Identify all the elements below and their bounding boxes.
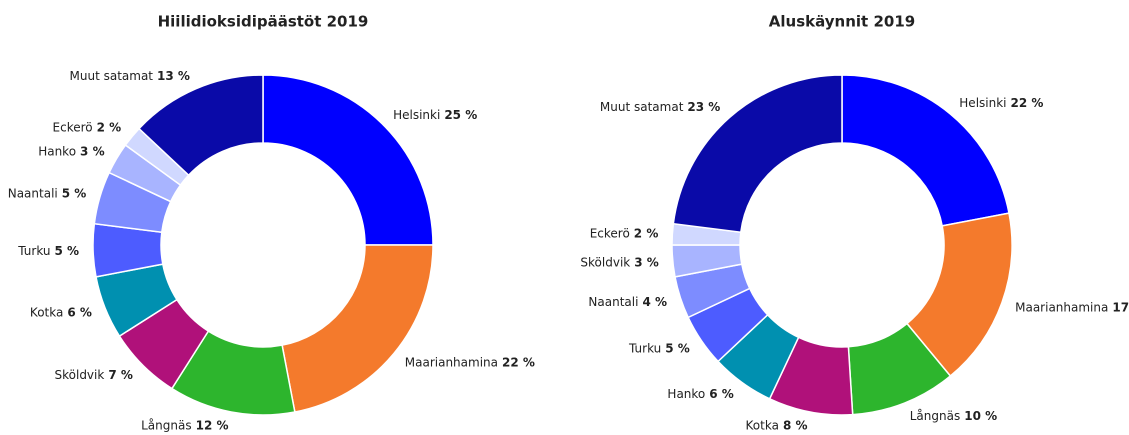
category-label: Hanko	[38, 144, 76, 158]
slice-label: Naantali 4 %	[588, 294, 667, 308]
donut-slice	[672, 74, 843, 234]
value-label: 5 %	[62, 186, 87, 200]
slice-label: Långnäs 12 %	[141, 418, 228, 432]
value-label: 2 %	[634, 226, 659, 240]
value-label: 6 %	[709, 386, 734, 400]
value-label: 25 %	[444, 107, 477, 121]
value-label: 17 %	[1112, 300, 1129, 314]
chart-title: Hiilidioksidipäästöt 2019	[158, 13, 369, 31]
slice-label: Maarianhamina 22 %	[405, 355, 535, 369]
donut-slice	[262, 74, 434, 246]
chart-title: Aluskäynnit 2019	[769, 13, 915, 31]
category-label: Långnäs	[910, 409, 960, 423]
category-label: Helsinki	[393, 107, 440, 121]
category-label: Eckerö	[53, 120, 93, 134]
donut-slice	[841, 74, 1010, 227]
donut-slice	[138, 74, 264, 177]
category-label: Muut satamat	[70, 69, 154, 83]
category-label: Sköldvik	[55, 368, 105, 382]
category-label: Turku	[628, 341, 661, 355]
slice-label: Hanko 6 %	[667, 386, 733, 400]
slice-label: Eckerö 2 %	[590, 226, 659, 240]
value-label: 5 %	[665, 341, 690, 355]
category-label: Maarianhamina	[1015, 300, 1108, 314]
slice-label: Långnäs 10 %	[910, 409, 997, 423]
category-label: Naantali	[8, 186, 58, 200]
slice-label: Kotka 8 %	[746, 418, 808, 432]
category-label: Muut satamat	[600, 99, 684, 113]
slice-label: Naantali 5 %	[8, 186, 87, 200]
category-label: Naantali	[588, 294, 638, 308]
slice-label: Hanko 3 %	[38, 144, 104, 158]
slice-label: Helsinki 25 %	[393, 107, 477, 121]
value-label: 3 %	[634, 255, 659, 269]
value-label: 3 %	[80, 144, 105, 158]
value-label: 12 %	[196, 418, 229, 432]
category-label: Sköldvik	[580, 255, 630, 269]
value-label: 4 %	[642, 294, 667, 308]
category-label: Kotka	[746, 418, 779, 432]
slice-label: Sköldvik 7 %	[55, 368, 133, 382]
slice-label: Eckerö 2 %	[53, 120, 122, 134]
slice-label: Maarianhamina 17 %	[1015, 300, 1129, 314]
category-label: Eckerö	[590, 226, 630, 240]
category-label: Kotka	[30, 305, 63, 319]
slice-label: Turku 5 %	[17, 243, 79, 257]
slice-label: Kotka 6 %	[30, 305, 92, 319]
slice-label: Turku 5 %	[628, 341, 690, 355]
slice-label: Muut satamat 13 %	[70, 69, 190, 83]
category-label: Långnäs	[141, 418, 191, 432]
donut-slice	[281, 244, 434, 413]
value-label: 13 %	[157, 69, 190, 83]
value-label: 22 %	[502, 355, 535, 369]
slice-label: Sköldvik 3 %	[580, 255, 658, 269]
value-label: 22 %	[1011, 96, 1044, 110]
value-label: 2 %	[97, 120, 122, 134]
value-label: 6 %	[67, 305, 92, 319]
slice-label: Muut satamat 23 %	[600, 99, 720, 113]
value-label: 7 %	[108, 368, 133, 382]
value-label: 5 %	[55, 243, 80, 257]
category-label: Hanko	[667, 386, 705, 400]
category-label: Maarianhamina	[405, 355, 498, 369]
value-label: 10 %	[964, 409, 997, 423]
slice-label: Helsinki 22 %	[959, 96, 1043, 110]
value-label: 23 %	[687, 99, 720, 113]
category-label: Helsinki	[959, 96, 1006, 110]
value-label: 8 %	[783, 418, 808, 432]
category-label: Turku	[17, 243, 50, 257]
